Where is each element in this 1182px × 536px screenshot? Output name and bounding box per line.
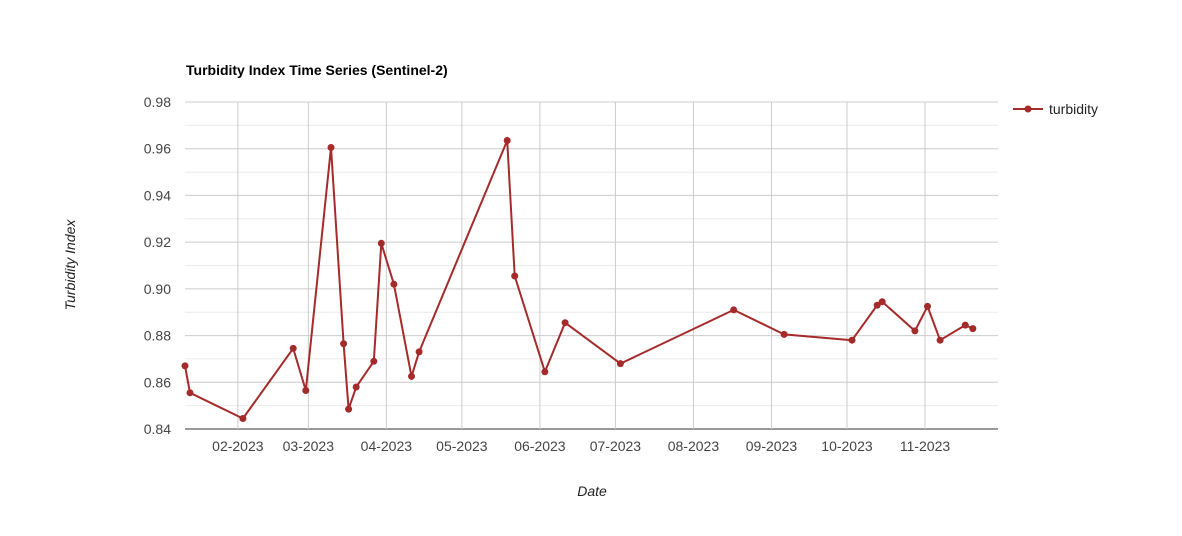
data-point[interactable]	[616, 360, 624, 368]
x-tick-label: 03-2023	[283, 438, 335, 454]
data-point[interactable]	[302, 387, 310, 394]
data-point[interactable]	[878, 298, 886, 306]
data-point[interactable]	[969, 325, 977, 333]
data-point[interactable]	[873, 301, 881, 309]
x-tick-label: 10-2023	[821, 438, 873, 454]
legend[interactable]: turbidity	[1013, 101, 1098, 117]
legend-marker	[1024, 105, 1032, 113]
data-point[interactable]	[390, 280, 398, 288]
y-tick-label: 0.92	[144, 234, 171, 250]
data-point[interactable]	[924, 302, 931, 310]
chart-title: Turbidity Index Time Series (Sentinel-2)	[186, 62, 448, 78]
data-point[interactable]	[345, 405, 353, 413]
data-point[interactable]	[186, 389, 194, 397]
series-layer	[181, 137, 977, 422]
y-tick-label: 0.90	[144, 281, 171, 297]
y-axis-label: Turbidity Index	[62, 219, 78, 311]
y-tick-label: 0.88	[144, 328, 171, 344]
x-tick-label: 06-2023	[514, 438, 566, 454]
data-point[interactable]	[541, 368, 549, 376]
x-tick-label: 05-2023	[436, 438, 488, 454]
y-tick-label: 0.84	[144, 421, 171, 437]
axis-layer: 0.84 0.86 0.88 0.90 0.92 0.94 0.96 0.98 02-2023 0…	[144, 94, 951, 454]
y-tick-label: 0.86	[144, 374, 171, 390]
data-point[interactable]	[340, 340, 348, 348]
data-point[interactable]	[352, 383, 360, 391]
data-point[interactable]	[181, 362, 189, 370]
data-point[interactable]	[408, 372, 415, 380]
x-tick-label: 09-2023	[746, 438, 798, 454]
x-axis-label: Date	[577, 483, 607, 499]
data-point[interactable]	[239, 415, 247, 422]
data-point[interactable]	[370, 357, 378, 365]
y-tick-label: 0.98	[144, 94, 171, 110]
y-tick-label: 0.94	[144, 187, 171, 203]
data-point[interactable]	[327, 144, 335, 151]
x-tick-label: 07-2023	[590, 438, 642, 454]
data-point[interactable]	[911, 327, 919, 335]
data-point[interactable]	[730, 306, 738, 314]
x-tick-label: 11-2023	[900, 438, 951, 454]
data-point[interactable]	[511, 272, 519, 280]
data-point[interactable]	[961, 321, 969, 329]
legend-label-turbidity: turbidity	[1049, 101, 1098, 117]
data-point[interactable]	[561, 319, 569, 327]
data-point[interactable]	[780, 330, 788, 338]
data-point[interactable]	[415, 348, 423, 356]
data-point[interactable]	[936, 336, 944, 344]
x-tick-label: 02-2023	[212, 438, 264, 454]
data-point[interactable]	[848, 336, 856, 344]
y-tick-label: 0.96	[144, 141, 171, 157]
x-tick-label: 04-2023	[361, 438, 413, 454]
data-point[interactable]	[503, 137, 511, 144]
data-point[interactable]	[289, 344, 297, 352]
data-point[interactable]	[377, 239, 385, 247]
series-line-turbidity	[184, 139, 974, 420]
x-tick-label: 08-2023	[668, 438, 720, 454]
